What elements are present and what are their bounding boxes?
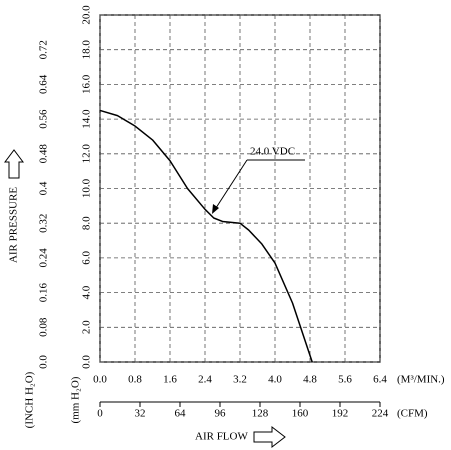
y-tick-label: 16.0 bbox=[81, 74, 93, 94]
y2-tick-label: 0.56 bbox=[38, 109, 50, 129]
y-tick-label: 18.0 bbox=[81, 40, 93, 60]
x-tick-label: 0.0 bbox=[93, 374, 107, 386]
y-tick-label: 2.0 bbox=[81, 320, 93, 334]
y-axis-title: AIR PRESSURE bbox=[8, 187, 20, 263]
y-tick-label: 14.0 bbox=[81, 109, 93, 129]
curve-label: 24.0 VDC bbox=[250, 146, 295, 158]
y2-unit: (INCH H₂O) bbox=[24, 371, 36, 428]
x2-tick-label: 128 bbox=[252, 408, 269, 420]
x-tick-label: 2.4 bbox=[198, 374, 212, 386]
x2-tick-label: 0 bbox=[97, 408, 103, 420]
y2-tick-label: 0.08 bbox=[38, 317, 50, 337]
y2-tick-label: 0.64 bbox=[38, 74, 50, 94]
x-unit: (M³/MIN.) bbox=[397, 374, 445, 386]
x2-tick-label: 32 bbox=[135, 408, 146, 420]
x-tick-label: 3.2 bbox=[233, 374, 247, 386]
y-unit: (mm H₂O) bbox=[70, 376, 82, 423]
y2-tick-label: 0.0 bbox=[38, 355, 50, 369]
x-tick-label: 4.8 bbox=[303, 374, 317, 386]
y-tick-label: 12.0 bbox=[81, 144, 93, 164]
x2-tick-label: 96 bbox=[215, 408, 227, 420]
x-tick-label: 5.6 bbox=[338, 374, 352, 386]
y2-tick-label: 0.32 bbox=[38, 214, 50, 233]
x-tick-label: 1.6 bbox=[163, 374, 177, 386]
x2-tick-label: 224 bbox=[372, 408, 389, 420]
up-arrow bbox=[4, 149, 24, 179]
y-tick-label: 6.0 bbox=[81, 251, 93, 265]
x2-tick-label: 64 bbox=[175, 408, 187, 420]
y2-tick-label: 0.16 bbox=[38, 282, 50, 302]
x-axis-title: AIR FLOW bbox=[195, 431, 248, 443]
annotation-leader bbox=[213, 159, 248, 212]
y2-tick-label: 0.4 bbox=[38, 181, 50, 195]
curve bbox=[99, 109, 313, 363]
right-arrow bbox=[253, 425, 286, 449]
x2-unit: (CFM) bbox=[397, 408, 428, 420]
y2-tick-label: 0.24 bbox=[38, 248, 50, 268]
y-tick-label: 4.0 bbox=[81, 285, 93, 299]
y-tick-label: 10.0 bbox=[81, 178, 93, 198]
x2-tick-label: 160 bbox=[292, 408, 309, 420]
x-tick-label: 4.0 bbox=[268, 374, 282, 386]
y-tick-label: 20.0 bbox=[81, 5, 93, 25]
y2-tick-label: 0.48 bbox=[38, 144, 50, 164]
x-tick-label: 0.8 bbox=[128, 374, 142, 386]
x-tick-label: 6.4 bbox=[373, 374, 387, 386]
annotation-arrowhead bbox=[212, 204, 219, 214]
y-tick-label: 8.0 bbox=[81, 216, 93, 230]
y-tick-label: 0.0 bbox=[81, 355, 93, 369]
x2-tick-label: 192 bbox=[332, 408, 349, 420]
y2-tick-label: 0.72 bbox=[38, 40, 50, 59]
